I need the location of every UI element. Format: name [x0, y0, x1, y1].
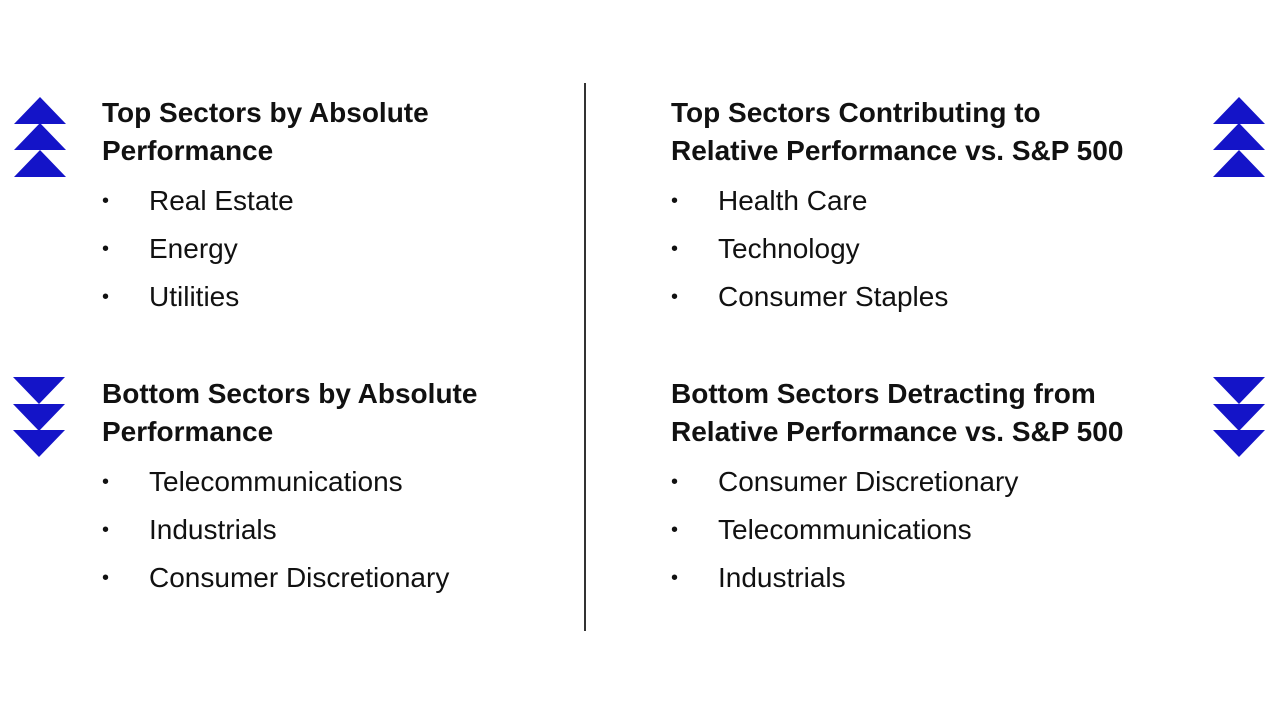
list-item: • Telecommunications	[102, 458, 477, 506]
triple-down-chevron-icon	[1213, 377, 1265, 457]
list-item: • Telecommunications	[671, 506, 1123, 554]
bullet: •	[671, 286, 679, 308]
bullet: •	[671, 190, 679, 212]
bottom-relative-list: • Consumer Discretionary • Telecommunicati…	[671, 458, 1123, 602]
list-item: • Health Care	[671, 177, 1123, 225]
top-relative-heading: Top Sectors Contributing to Relative Per…	[671, 97, 1124, 166]
bottom-relative-section: Bottom Sectors Detracting from Relative …	[671, 375, 1123, 602]
list-item: • Energy	[102, 225, 429, 273]
list-item: • Consumer Discretionary	[671, 458, 1123, 506]
bottom-absolute-list: • Telecommunications • Industrials • Consum…	[102, 458, 477, 602]
bullet: •	[102, 190, 110, 212]
bottom-relative-heading: Bottom Sectors Detracting from Relative …	[671, 378, 1124, 447]
list-item: • Industrials	[671, 554, 1123, 602]
top-absolute-list: • Real Estate • Energy • Utilities	[102, 177, 429, 321]
triple-up-chevron-icon	[14, 97, 66, 177]
list-item: • Utilities	[102, 273, 429, 321]
bullet: •	[671, 471, 679, 493]
vertical-divider	[584, 83, 586, 631]
top-relative-section: Top Sectors Contributing to Relative Per…	[671, 94, 1123, 321]
list-item: • Real Estate	[102, 177, 429, 225]
triple-down-chevron-icon	[13, 377, 65, 457]
list-item: • Technology	[671, 225, 1123, 273]
bullet: •	[671, 567, 679, 589]
top-absolute-section: Top Sectors by Absolute Performance • Rea…	[102, 94, 429, 321]
triple-up-chevron-icon	[1213, 97, 1265, 177]
bottom-absolute-heading: Bottom Sectors by Absolute Performance	[102, 378, 478, 447]
list-item: • Consumer Discretionary	[102, 554, 477, 602]
top-relative-list: • Health Care • Technology • Consumer Stapl…	[671, 177, 1123, 321]
bullet: •	[102, 286, 110, 308]
top-absolute-heading: Top Sectors by Absolute Performance	[102, 97, 429, 166]
bullet: •	[102, 238, 110, 260]
bottom-absolute-section: Bottom Sectors by Absolute Performance •…	[102, 375, 477, 602]
list-item: • Industrials	[102, 506, 477, 554]
bullet: •	[102, 519, 110, 541]
bullet: •	[102, 471, 110, 493]
list-item: • Consumer Staples	[671, 273, 1123, 321]
bullet: •	[671, 238, 679, 260]
bullet: •	[102, 567, 110, 589]
bullet: •	[671, 519, 679, 541]
